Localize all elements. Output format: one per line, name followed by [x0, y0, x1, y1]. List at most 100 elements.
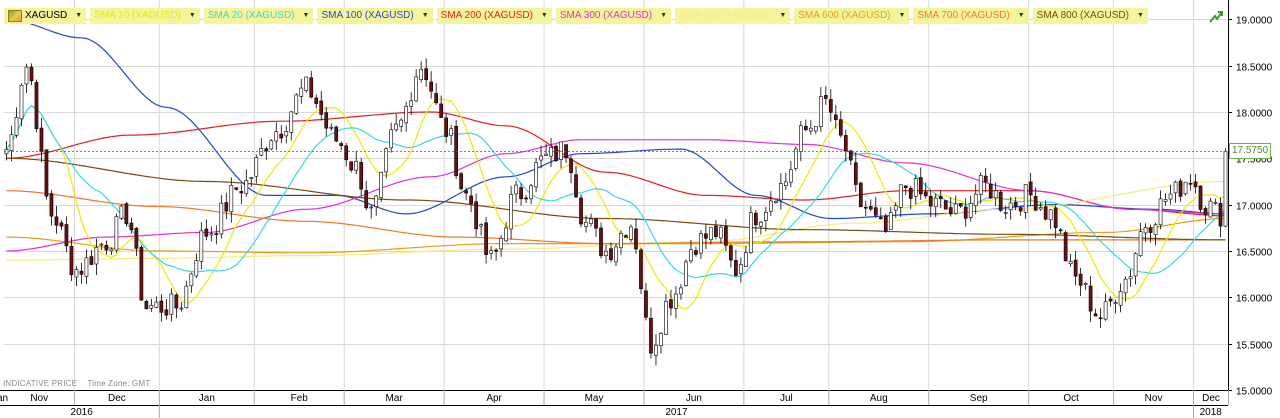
sma-line-300 — [6, 139, 1226, 252]
candle-body — [1043, 206, 1048, 220]
candle-body — [1068, 261, 1073, 265]
chevron-down-icon[interactable]: ▼ — [779, 12, 787, 19]
legend-sma-300[interactable]: SMA 300 (XAGUSD) ▼ — [555, 8, 672, 24]
legend-sma-600[interactable]: SMA 600 (XAGUSD) ▼ — [794, 8, 910, 24]
chevron-down-icon[interactable]: ▼ — [540, 12, 548, 19]
candle-body — [409, 100, 414, 107]
chevron-down-icon[interactable]: ▼ — [75, 12, 83, 19]
month-label: Jan — [199, 393, 215, 404]
candle-body — [833, 114, 838, 120]
candle-body — [344, 145, 349, 161]
candle-body — [514, 184, 518, 195]
candle-body — [659, 333, 663, 346]
candle-body — [619, 232, 623, 249]
candle-body — [274, 131, 279, 142]
chevron-down-icon[interactable]: ▼ — [1136, 12, 1144, 19]
candle-body — [224, 202, 229, 212]
candle-body — [24, 66, 29, 85]
legend-sma-100[interactable]: SMA 100 (XAGUSD) ▼ — [317, 8, 433, 24]
candle-body — [948, 207, 953, 215]
candle-body — [729, 245, 733, 261]
candle-body — [853, 162, 858, 185]
candle-body — [639, 249, 643, 290]
candle-body — [674, 293, 678, 309]
candle-body — [1018, 207, 1023, 212]
candle-body — [49, 193, 54, 217]
trend-arrow-icon[interactable] — [1208, 8, 1224, 24]
candle-body — [584, 221, 588, 227]
candle-body — [1133, 253, 1138, 277]
candle-body — [34, 82, 39, 130]
candle-body — [294, 94, 299, 114]
legend-instrument[interactable]: XAGUSD ▼ — [4, 8, 87, 24]
candle-body — [599, 227, 603, 257]
month-label: Jul — [780, 393, 793, 404]
candle-body — [399, 119, 404, 127]
candle-body — [918, 177, 923, 195]
candle-body — [878, 217, 883, 220]
candle-body — [1098, 317, 1103, 320]
candle-body — [1108, 298, 1113, 302]
candle-body — [249, 177, 254, 179]
candle-body — [1123, 278, 1128, 294]
candle-body — [694, 250, 698, 255]
chart-grid — [4, 0, 1229, 391]
candle-body — [644, 290, 648, 318]
candle-body — [754, 212, 758, 226]
chevron-down-icon[interactable]: ▼ — [302, 12, 310, 19]
legend-sma-700[interactable]: SMA 700 (XAGUSD) ▼ — [913, 8, 1029, 24]
candle-body — [154, 301, 159, 308]
chevron-down-icon[interactable]: ▼ — [421, 12, 429, 19]
candle-body — [998, 191, 1003, 211]
price-tick-label: 15.5000 — [1236, 341, 1273, 352]
candle-body — [479, 224, 483, 227]
candle-body — [784, 181, 788, 186]
legend-sma-label: SMA 600 (XAGUSD) — [798, 10, 891, 21]
candle-body — [1078, 273, 1083, 286]
candle-body — [1048, 209, 1053, 221]
chevron-down-icon[interactable]: ▼ — [660, 12, 668, 19]
candle-body — [244, 180, 249, 194]
candle-body — [349, 161, 354, 171]
candle-body — [259, 148, 264, 156]
candle-body — [749, 212, 753, 254]
candle-body — [823, 95, 828, 99]
candle-body — [264, 148, 269, 152]
candle-body — [204, 228, 209, 237]
legend-sma-500[interactable]: SMA 500 (XAGUSD) ▼ — [675, 8, 791, 24]
legend-sma-10[interactable]: SMA 10 (XAGUSD) ▼ — [90, 8, 200, 24]
candle-body — [843, 135, 848, 152]
candle-body — [928, 196, 933, 207]
candle-body — [419, 69, 424, 80]
candle-body — [1208, 200, 1213, 218]
chevron-down-icon[interactable]: ▼ — [188, 12, 196, 19]
candle-body — [194, 260, 199, 277]
chevron-down-icon[interactable]: ▼ — [1017, 12, 1025, 19]
candle-body — [1053, 207, 1058, 228]
candle-body — [883, 215, 888, 232]
legend-sma-200[interactable]: SMA 200 (XAGUSD) ▼ — [436, 8, 552, 24]
candle-body — [818, 96, 823, 128]
legend-sma-20[interactable]: SMA 20 (XAGUSD) ▼ — [203, 8, 314, 24]
candle-body — [314, 97, 319, 104]
price-tick-label: 15.0000 — [1236, 387, 1273, 398]
legend-sma-800[interactable]: SMA 800 (XAGUSD) ▼ — [1032, 8, 1148, 24]
candle-body — [938, 196, 943, 200]
candle-body — [179, 307, 184, 310]
candle-body — [988, 183, 993, 199]
candle-body — [604, 250, 608, 256]
candle-body — [609, 248, 613, 261]
candle-body — [539, 155, 543, 161]
legend-sma-label: SMA 500 (XAGUSD) — [679, 10, 772, 21]
chevron-down-icon[interactable]: ▼ — [898, 12, 906, 19]
candle-body — [79, 270, 84, 275]
candle-body — [1028, 181, 1033, 196]
candle-body — [499, 237, 503, 250]
candle-body — [189, 273, 194, 287]
candle-body — [903, 185, 908, 188]
candle-body — [519, 187, 523, 200]
candle-body — [554, 145, 558, 161]
candle-body — [1203, 208, 1208, 215]
